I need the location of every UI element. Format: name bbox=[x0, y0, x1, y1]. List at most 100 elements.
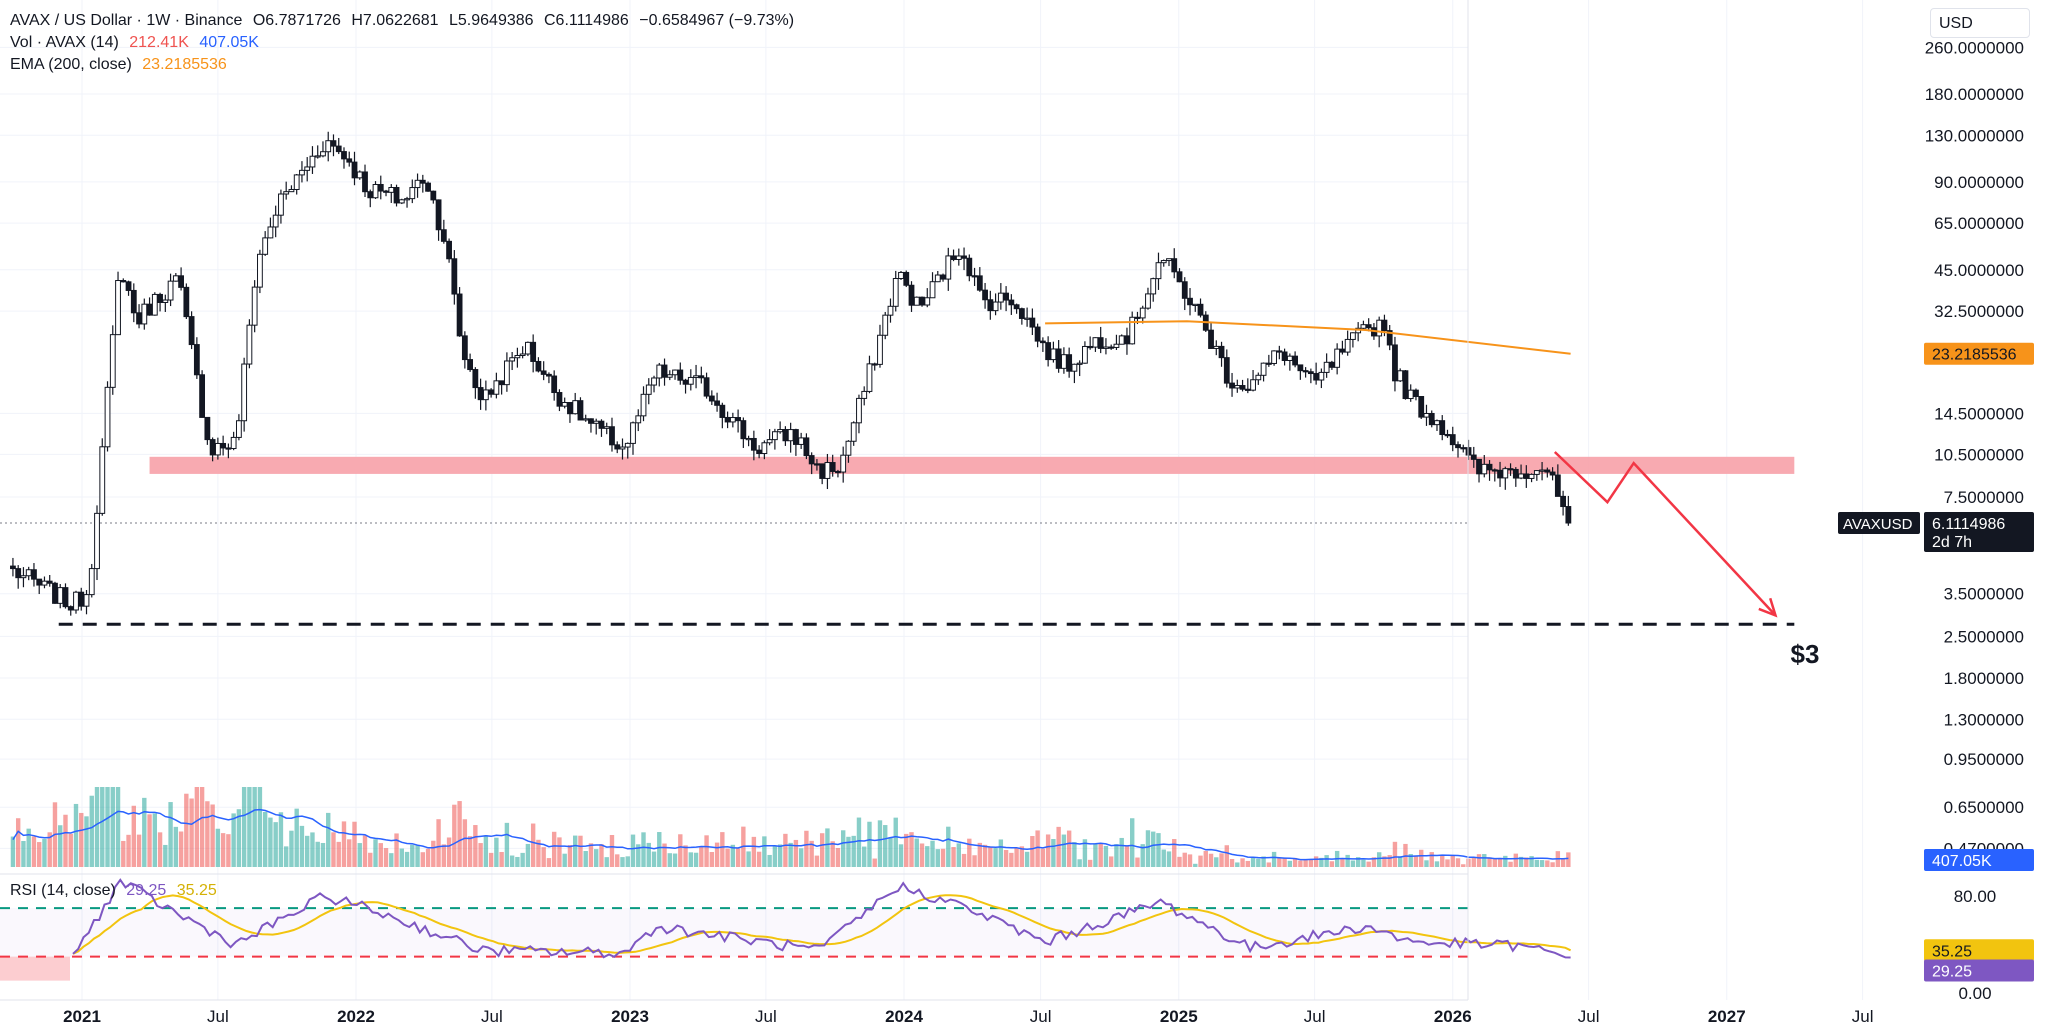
candle-body bbox=[99, 446, 106, 514]
price-badge-bg bbox=[1924, 512, 2034, 552]
candle-body bbox=[241, 363, 248, 422]
candle-body bbox=[1145, 293, 1151, 309]
volume-bar bbox=[362, 835, 368, 867]
volume-bar bbox=[457, 801, 462, 867]
candle-body bbox=[997, 292, 1004, 303]
candle-body bbox=[109, 334, 116, 388]
volume-bar bbox=[462, 819, 468, 867]
volume-bar bbox=[299, 825, 305, 867]
candle-body bbox=[235, 420, 242, 438]
volume-bar bbox=[1471, 857, 1476, 867]
volume-bar bbox=[1072, 842, 1077, 867]
symbol-title[interactable]: AVAX / US Dollar · 1W · Binance bbox=[10, 12, 243, 29]
volume-bar bbox=[1087, 859, 1093, 867]
candle-body bbox=[1423, 412, 1430, 418]
candle-body bbox=[472, 369, 479, 389]
volume-bar bbox=[1219, 853, 1224, 867]
candle-body bbox=[62, 587, 69, 608]
candle-body bbox=[955, 255, 962, 260]
candle-body bbox=[1350, 332, 1356, 340]
candle-body bbox=[141, 303, 148, 325]
candle-body bbox=[598, 420, 605, 429]
candlesticks bbox=[10, 131, 1572, 616]
candle-body bbox=[1055, 348, 1062, 369]
volume-bar bbox=[173, 826, 179, 867]
candle-body bbox=[419, 179, 426, 184]
candle-body bbox=[1560, 495, 1567, 508]
candle-body bbox=[840, 454, 847, 473]
volume-bar bbox=[1303, 859, 1308, 867]
volume-bar bbox=[1345, 854, 1350, 867]
candle-body bbox=[771, 431, 778, 441]
rsi-label[interactable]: RSI (14, close) bbox=[10, 882, 116, 899]
volume-bar bbox=[478, 843, 483, 867]
volume-bar bbox=[147, 814, 152, 867]
volume-bar bbox=[1503, 855, 1508, 867]
volume-bar bbox=[925, 846, 930, 867]
candle-body bbox=[36, 578, 43, 586]
candle-body bbox=[640, 393, 647, 417]
volume-bar bbox=[567, 845, 573, 867]
volume-bar bbox=[977, 842, 983, 867]
candle-body bbox=[808, 455, 815, 465]
candle-body bbox=[950, 255, 957, 260]
candle-body bbox=[183, 286, 190, 318]
candle-body bbox=[309, 155, 316, 168]
volume-bar bbox=[1019, 846, 1025, 867]
candle-body bbox=[630, 422, 636, 444]
volume-bar bbox=[262, 811, 268, 867]
volume-bar bbox=[541, 847, 546, 867]
candle-body bbox=[488, 389, 495, 395]
volume-bar bbox=[278, 812, 284, 867]
volume-ma-value: 407.05K bbox=[199, 34, 259, 51]
candle-body bbox=[1313, 373, 1320, 381]
volume-bar bbox=[667, 853, 672, 867]
volume-bar bbox=[1366, 861, 1371, 867]
volume-bar bbox=[872, 858, 877, 867]
volume-label[interactable]: Vol · AVAX (14) bbox=[10, 34, 119, 51]
volume-bar bbox=[310, 832, 315, 867]
candle-body bbox=[1565, 506, 1572, 524]
volume-bar bbox=[1250, 857, 1256, 867]
volume-bar bbox=[935, 849, 940, 867]
candle-body bbox=[246, 324, 253, 365]
candle-body bbox=[94, 512, 100, 570]
candle-body bbox=[1097, 337, 1104, 349]
price-tick-label: 130.0000000 bbox=[1925, 126, 2024, 145]
ohlc-open: O6.7871726 bbox=[252, 12, 341, 29]
candle-body bbox=[167, 280, 174, 301]
candle-body bbox=[482, 389, 489, 401]
price-tick-label: 90.0000000 bbox=[1934, 173, 2024, 192]
volume-bar bbox=[336, 841, 341, 867]
candle-body bbox=[67, 606, 74, 611]
volume-bar bbox=[1319, 857, 1324, 867]
volume-bar bbox=[37, 842, 42, 867]
volume-bar bbox=[1355, 857, 1361, 867]
candle-body bbox=[1539, 469, 1545, 472]
volume-bar bbox=[846, 836, 851, 867]
time-tick-label: 2027 bbox=[1708, 1007, 1746, 1026]
candle-body bbox=[1234, 385, 1241, 389]
candle-body bbox=[1428, 412, 1435, 426]
volume-bar bbox=[562, 853, 567, 867]
candle-body bbox=[850, 422, 857, 442]
candle-body bbox=[1018, 308, 1025, 319]
ema-label[interactable]: EMA (200, close) bbox=[10, 56, 132, 73]
volume-bar bbox=[1392, 841, 1398, 867]
currency-selector[interactable]: USD bbox=[1930, 8, 2030, 38]
volume-bar bbox=[1534, 859, 1540, 867]
candle-body bbox=[78, 591, 85, 607]
candle-body bbox=[556, 392, 563, 407]
volume-bar bbox=[1235, 862, 1240, 867]
volume-bar bbox=[1056, 826, 1061, 867]
volume-bar bbox=[126, 834, 131, 867]
volume-bar bbox=[215, 828, 221, 867]
candle-body bbox=[572, 400, 579, 415]
volume-bar bbox=[1208, 853, 1214, 867]
volume-bar bbox=[620, 857, 625, 867]
volume-bar bbox=[914, 838, 919, 867]
volume-bar bbox=[1009, 852, 1014, 867]
candle-body bbox=[992, 301, 999, 312]
volume-bar bbox=[84, 816, 89, 867]
